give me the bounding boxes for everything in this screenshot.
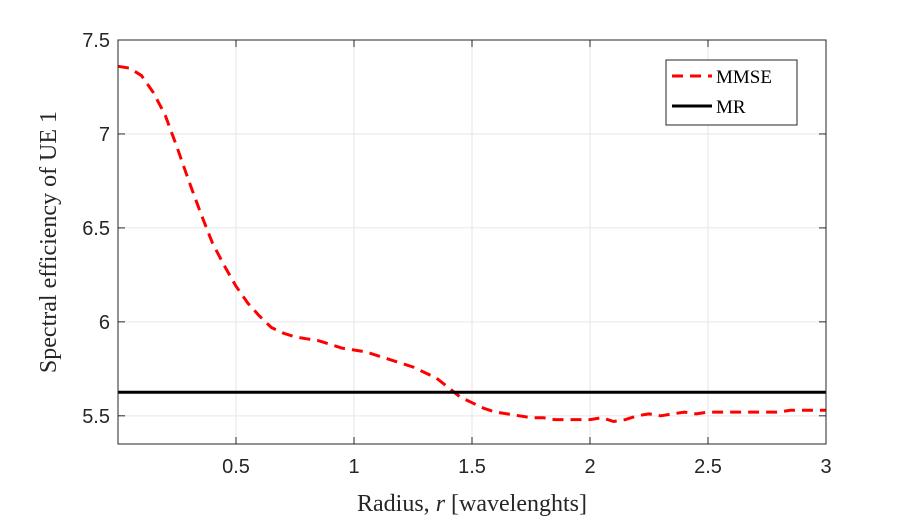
y-tick-label: 6.5	[82, 218, 110, 240]
x-tick-label: 1.5	[458, 456, 486, 478]
x-tick-label: 1	[348, 456, 359, 478]
y-tick-label: 5.5	[82, 406, 110, 428]
series-line-mmse	[117, 64, 826, 423]
x-tick-label: 2	[584, 456, 595, 478]
y-tick-label: 6	[99, 312, 110, 334]
y-tick-label: 7	[99, 124, 110, 146]
legend-label-mr: MR	[716, 97, 746, 118]
legend-label-mmse: MMSE	[716, 67, 772, 88]
y-axis-label: Spectral efficiency of UE 1	[36, 111, 62, 373]
y-tick-label: 7.5	[82, 30, 110, 52]
x-axis-label: Radius, r [wavelenghts]	[357, 491, 587, 517]
x-tick-label: 2.5	[694, 456, 722, 478]
ticks: 0.5 1 1.5 2 2.5 3 5.5 6 6.5 7 7.5	[82, 30, 831, 478]
legend: MMSE MR	[665, 59, 798, 126]
legend-box	[665, 59, 798, 126]
series-lines	[117, 64, 826, 423]
x-tick-label: 3	[820, 456, 831, 478]
x-tick-label: 0.5	[222, 456, 250, 478]
